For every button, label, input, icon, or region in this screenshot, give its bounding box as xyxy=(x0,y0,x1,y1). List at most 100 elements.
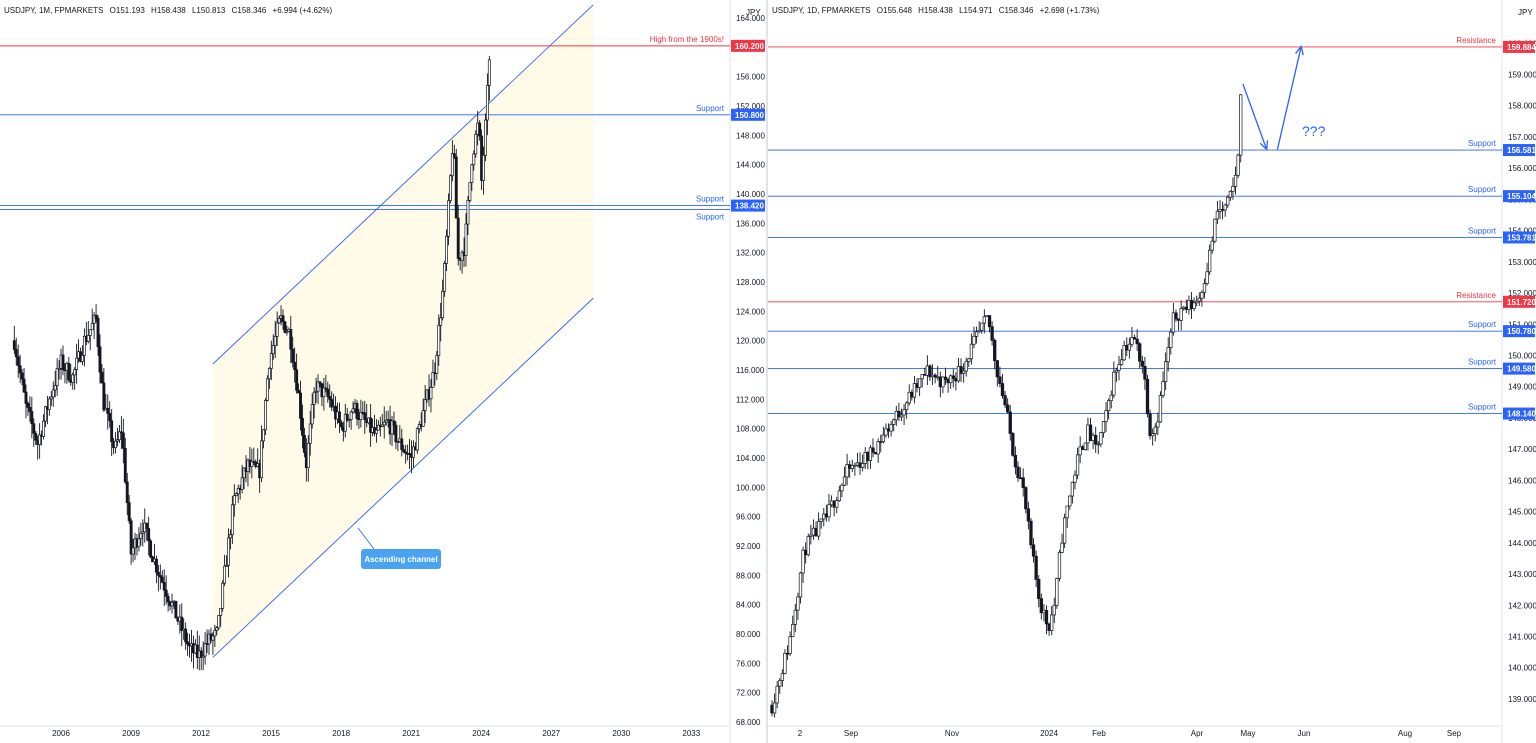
candle xyxy=(974,326,979,344)
candle xyxy=(961,363,966,383)
price-tag-label: 150.800 xyxy=(735,111,764,120)
candle xyxy=(866,451,870,470)
candle-body-up xyxy=(772,702,777,714)
candle xyxy=(987,315,992,333)
level-label: Support xyxy=(696,104,725,113)
candle xyxy=(1151,428,1155,446)
candle-body-up xyxy=(1205,271,1209,284)
monthly-chart[interactable]: JPY164.000160.000156.000152.000148.00014… xyxy=(0,0,766,743)
candle-body-up xyxy=(801,549,805,574)
candle xyxy=(472,150,476,171)
candle xyxy=(998,366,1002,388)
candle-body-up xyxy=(1228,190,1233,198)
candle-body-down xyxy=(814,527,818,537)
candle-body-up xyxy=(262,429,265,442)
candle-body-up xyxy=(234,493,238,496)
candle-body-up xyxy=(876,441,880,455)
monthly-chart-header: USDJPY, 1M, FPMARKETS O151.193 H158.438 … xyxy=(4,6,336,15)
candle xyxy=(199,647,203,671)
time-tick-label: 2027 xyxy=(542,729,560,738)
candle-body-down xyxy=(1037,579,1041,599)
candle xyxy=(1220,201,1225,220)
candle-body-up xyxy=(842,476,847,486)
candle-body-down xyxy=(402,449,406,453)
candle-body-up xyxy=(232,495,236,506)
candle-body-down xyxy=(1184,306,1188,310)
candle xyxy=(215,625,219,636)
pane-divider[interactable] xyxy=(766,0,768,743)
candle-body-down xyxy=(1029,520,1033,546)
daily-chart[interactable]: JPY160.000159.000158.000157.000156.00015… xyxy=(768,0,1536,743)
candle-body-up xyxy=(439,317,443,326)
candle-body-up xyxy=(219,607,223,616)
candle xyxy=(816,512,821,540)
candle-body-down xyxy=(1094,434,1098,445)
candle-body-up xyxy=(349,411,353,420)
candle-body-down xyxy=(1047,623,1051,631)
price-tick-label: 140.000 xyxy=(736,190,765,199)
candle-body-down xyxy=(156,571,160,576)
candle-body-up xyxy=(972,335,976,345)
candle-body-up xyxy=(1070,481,1075,497)
open-value: O151.193 xyxy=(109,6,145,15)
candle-body-down xyxy=(355,403,359,419)
candle xyxy=(452,144,456,160)
candle-body-up xyxy=(431,372,435,388)
price-tick-label: 149.000 xyxy=(1508,383,1536,392)
price-tag xyxy=(1503,190,1535,203)
candle-body-down xyxy=(67,363,71,381)
candle xyxy=(1236,153,1240,179)
candle-body-down xyxy=(98,346,102,373)
candle xyxy=(437,314,441,366)
candle-body-down xyxy=(858,462,862,468)
time-tick-label: Sep xyxy=(1447,729,1462,738)
candle-body-down xyxy=(886,428,891,432)
candle xyxy=(824,504,829,522)
candle-body-up xyxy=(92,314,96,324)
candle-body-up xyxy=(1218,209,1222,212)
candle-body-up xyxy=(310,404,314,425)
candle xyxy=(32,418,36,447)
candle xyxy=(1239,94,1243,163)
candle-body-up xyxy=(1117,364,1121,371)
candle xyxy=(456,204,460,266)
candle-body-up xyxy=(845,464,849,478)
price-tick-label: 148.000 xyxy=(736,131,765,140)
candle xyxy=(174,600,178,619)
candle-body-up xyxy=(1057,552,1062,579)
candle-body-up xyxy=(1060,542,1064,553)
callout-label: Ascending channel xyxy=(364,555,437,564)
candle-body-up xyxy=(343,413,347,432)
candle-body-down xyxy=(404,451,408,454)
candle xyxy=(119,415,123,449)
candle-body-up xyxy=(312,391,316,405)
candle xyxy=(1047,622,1051,636)
candle xyxy=(330,391,334,411)
candle xyxy=(223,554,227,587)
candle xyxy=(1101,421,1106,438)
candle-body-up xyxy=(1163,361,1168,383)
candle-body-up xyxy=(1050,614,1054,631)
candle xyxy=(127,494,131,524)
candle-body-up xyxy=(1213,218,1217,242)
candle xyxy=(160,570,164,584)
candle-body-up xyxy=(1062,517,1067,544)
candle xyxy=(207,629,211,655)
monthly-chart-pane[interactable]: JPY164.000160.000156.000152.000148.00014… xyxy=(0,0,766,743)
candle xyxy=(778,678,782,694)
candle-body-up xyxy=(936,376,940,379)
candle-body-down xyxy=(1006,404,1010,413)
candle-body-down xyxy=(123,447,127,483)
candle-body-up xyxy=(980,322,984,331)
daily-chart-pane[interactable]: JPY160.000159.000158.000157.000156.00015… xyxy=(768,0,1536,743)
candle xyxy=(435,351,439,381)
candle xyxy=(972,326,976,349)
candle xyxy=(1156,412,1160,436)
candle xyxy=(429,378,433,413)
candle xyxy=(487,55,491,101)
candle-body-up xyxy=(1158,395,1163,423)
candle xyxy=(53,370,57,398)
candle-body-down xyxy=(289,329,293,350)
candle xyxy=(170,593,174,614)
candle xyxy=(20,369,24,386)
